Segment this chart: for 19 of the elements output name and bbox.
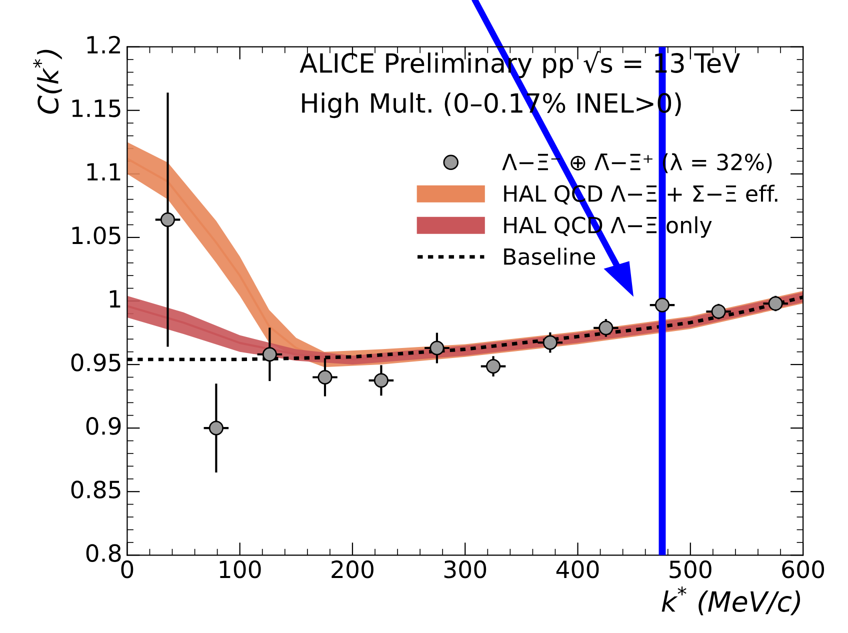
y-tick-label: 1.2 xyxy=(87,36,120,54)
y-tick-label: 0.8 xyxy=(86,544,121,562)
x-tick-label: 300 xyxy=(444,560,486,578)
x-axis-title: k$^{*}$ (MeV/c) xyxy=(662,586,800,616)
x-tick-label: 600 xyxy=(782,560,824,578)
x-tick-label: 100 xyxy=(220,560,261,578)
y-tick-label: 1 xyxy=(110,290,120,308)
legend-label: Baseline xyxy=(504,248,596,265)
x-tick-label: 500 xyxy=(670,560,712,578)
y-tick-label: 1.05 xyxy=(72,226,120,244)
y-tick-label: 0.85 xyxy=(71,480,120,498)
x-tick-label: 400 xyxy=(556,560,599,578)
x-tick-label: 200 xyxy=(332,560,374,578)
y-tick-label: 1.1 xyxy=(87,163,120,180)
x-tick-label: 0 xyxy=(121,560,134,578)
y-tick-label: 0.9 xyxy=(86,417,121,435)
y-tick-label: 0.95 xyxy=(71,354,120,372)
y-axis-title: C(k$^{*}$) xyxy=(33,50,62,114)
y-tick-label: 1.15 xyxy=(72,100,120,118)
